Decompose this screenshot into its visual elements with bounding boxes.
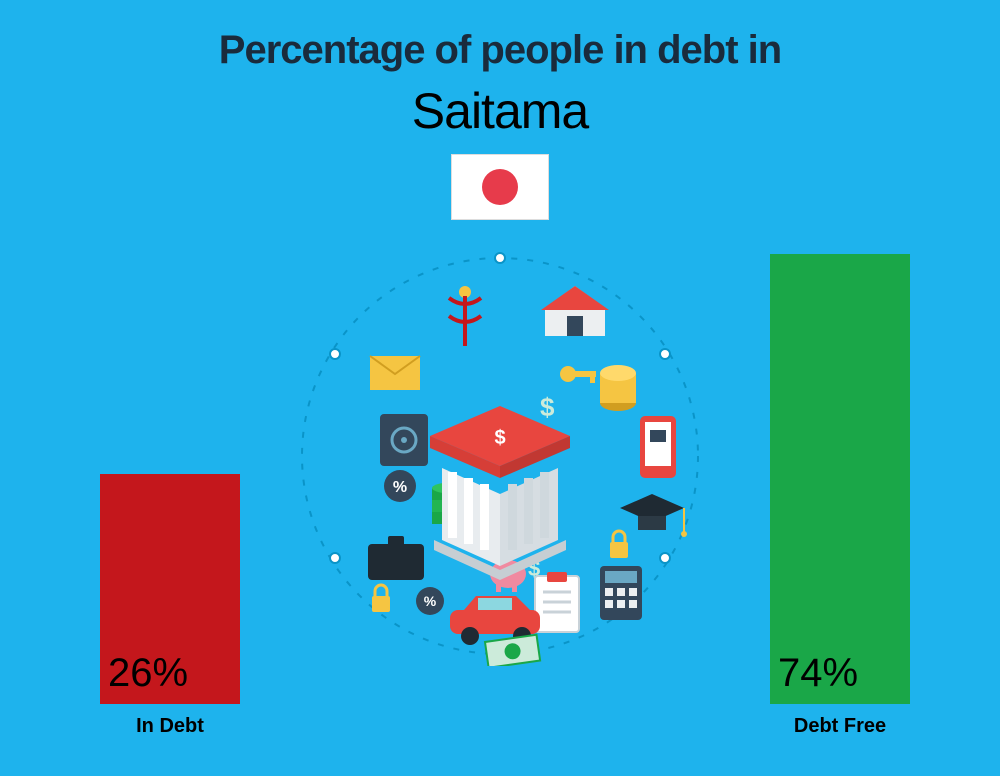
japan-flag [451, 154, 549, 220]
svg-text:%: % [393, 479, 407, 496]
in-debt-label: In Debt [70, 715, 270, 738]
svg-text:$: $ [540, 392, 555, 422]
debt-free-bar: 74% [770, 254, 910, 704]
finance-illustration: % % [290, 246, 710, 666]
title-line-2: Saitama [0, 82, 1000, 140]
svg-text:$: $ [494, 427, 505, 449]
svg-text:%: % [424, 593, 437, 609]
in-debt-bar: 26% [100, 474, 240, 704]
title-line-1: Percentage of people in debt in [0, 28, 1000, 73]
flag-dot-icon [482, 169, 518, 205]
debt-free-label: Debt Free [740, 715, 940, 738]
debt-free-value: 74% [778, 651, 858, 696]
finance-circle-icon: % % [290, 246, 710, 666]
in-debt-value: 26% [108, 651, 188, 696]
